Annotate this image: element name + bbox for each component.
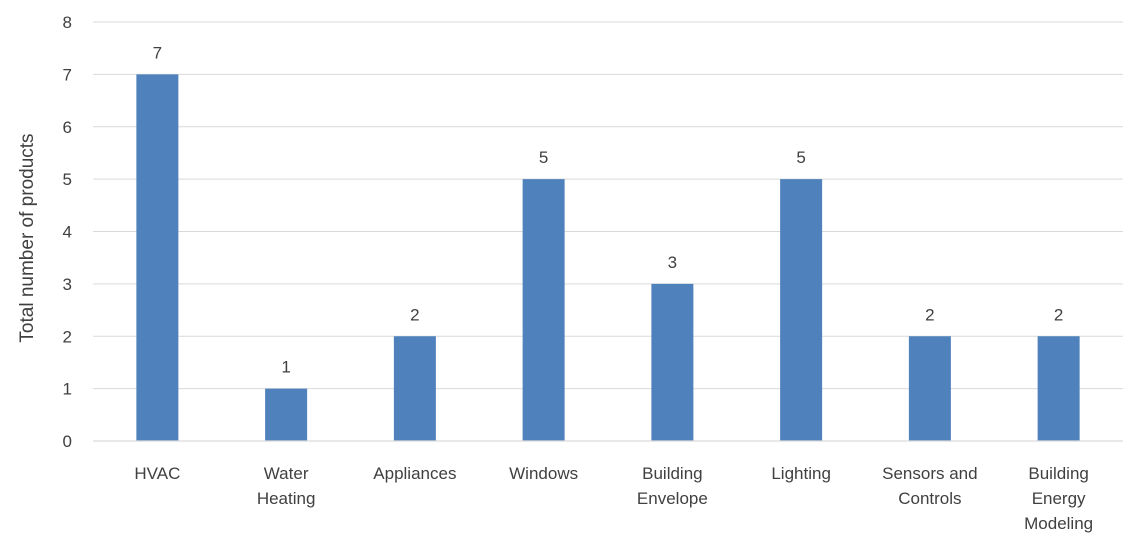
bar-0 — [136, 74, 179, 441]
data-label: 3 — [668, 253, 677, 272]
bars — [93, 74, 1123, 442]
y-tick-label: 1 — [63, 380, 72, 399]
bar-2 — [393, 336, 436, 441]
x-tick-label-line: Appliances — [373, 464, 456, 483]
data-label: 7 — [153, 43, 162, 62]
gridlines — [93, 21, 1123, 442]
y-tick-label: 6 — [63, 118, 72, 137]
y-tick-label: 7 — [63, 65, 72, 84]
x-tick-label: Appliances — [373, 464, 456, 483]
x-tick-label-line: Building — [642, 464, 703, 483]
data-label: 2 — [925, 305, 934, 324]
data-label: 5 — [539, 148, 548, 167]
data-label: 2 — [410, 305, 419, 324]
y-tick-label: 0 — [63, 432, 72, 451]
x-tick-label: Building Envelope — [637, 464, 708, 508]
bar-7 — [1037, 336, 1080, 441]
y-tick-label: 8 — [63, 13, 72, 32]
bar-6 — [908, 336, 951, 441]
x-tick-label-line: Sensors and — [882, 464, 977, 483]
x-tick-label-line: HVAC — [134, 464, 180, 483]
y-axis-tick-labels: 0 1 2 3 4 5 6 7 8 — [63, 13, 72, 451]
x-tick-label-line: Energy — [1032, 489, 1086, 508]
x-tick-label-line: Water — [264, 464, 309, 483]
x-tick-label: Water Heating — [257, 464, 316, 508]
x-tick-label: Sensors and Controls — [882, 464, 977, 508]
x-tick-label: Windows — [509, 464, 578, 483]
data-label: 2 — [1054, 305, 1063, 324]
bar-1 — [265, 388, 308, 441]
bar-4 — [651, 283, 694, 441]
x-tick-label-line: Lighting — [771, 464, 831, 483]
data-labels: 7 1 2 5 3 5 2 2 — [153, 43, 1064, 376]
x-tick-label: Lighting — [771, 464, 831, 483]
y-tick-label: 4 — [63, 223, 72, 242]
x-tick-label-line: Heating — [257, 489, 316, 508]
x-tick-label-line: Envelope — [637, 489, 708, 508]
x-tick-label-line: Building — [1028, 464, 1089, 483]
x-tick-label-line: Controls — [898, 489, 961, 508]
x-tick-label-line: Modeling — [1024, 514, 1093, 533]
y-tick-label: 2 — [63, 327, 72, 346]
x-tick-label: HVAC — [134, 464, 180, 483]
x-tick-label-line: Windows — [509, 464, 578, 483]
y-tick-label: 5 — [63, 170, 72, 189]
y-tick-label: 3 — [63, 275, 72, 294]
data-label: 5 — [796, 148, 805, 167]
x-axis-tick-labels: HVAC Water Heating Appliances Windows Buildin… — [134, 464, 1093, 533]
bar-3 — [522, 179, 565, 441]
y-axis-title: Total number of products — [17, 133, 38, 342]
bar-5 — [780, 179, 823, 441]
x-tick-label: Building Energy Modeling — [1024, 464, 1093, 533]
data-label: 1 — [281, 358, 290, 377]
